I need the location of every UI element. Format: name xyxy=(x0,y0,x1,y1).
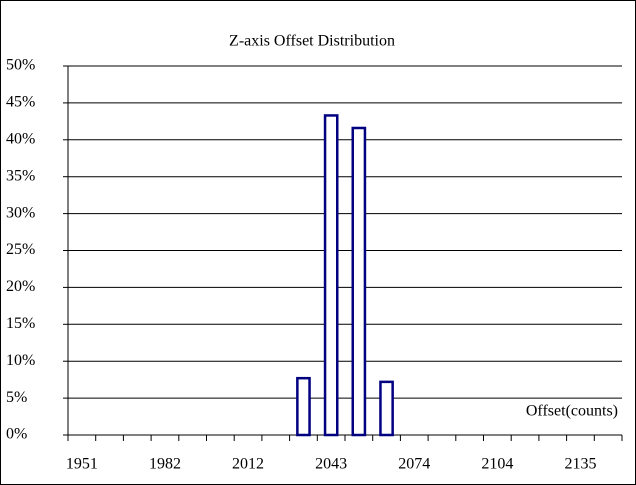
x-tick-label: 2104 xyxy=(481,456,513,473)
x-tick-label: 2074 xyxy=(398,456,430,473)
y-tick-label: 50% xyxy=(6,57,35,74)
y-tick-label: 10% xyxy=(6,352,35,369)
bar xyxy=(323,114,339,437)
y-tick-label: 0% xyxy=(6,426,27,443)
x-tick-label: 2135 xyxy=(564,456,596,473)
x-tick-label: 1951 xyxy=(66,456,98,473)
x-axis-label: Offset(counts) xyxy=(526,403,618,420)
x-tick-label: 2012 xyxy=(232,456,264,473)
y-tick-label: 5% xyxy=(6,389,27,406)
y-tick-label: 25% xyxy=(6,241,35,258)
y-tick-label: 20% xyxy=(6,278,35,295)
y-tick-label: 30% xyxy=(6,204,35,221)
y-tick-label: 15% xyxy=(6,315,35,332)
bar xyxy=(379,380,394,437)
y-tick-label: 40% xyxy=(6,130,35,147)
x-tick-label: 2043 xyxy=(315,456,347,473)
y-tick-label: 45% xyxy=(6,94,35,111)
x-tick-label: 1982 xyxy=(149,456,181,473)
bar xyxy=(351,126,367,437)
bar xyxy=(296,376,311,437)
chart-title: Z-axis Offset Distribution xyxy=(229,33,395,50)
y-tick-label: 35% xyxy=(6,167,35,184)
